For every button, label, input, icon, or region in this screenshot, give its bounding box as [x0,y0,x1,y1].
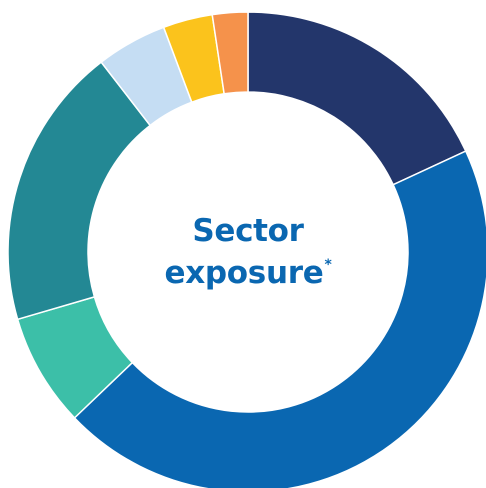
donut-slice-1 [247,11,467,186]
donut-slice-2 [73,150,486,488]
chart-title-line-2: exposure* [148,252,348,300]
chart-title-line-2-text: exposure [164,255,324,291]
donut-slices [7,11,486,488]
chart-title-line-1: Sector [192,213,304,249]
donut-slice-4 [7,61,152,321]
footnote-asterisk: * [324,257,332,273]
donut-slice-7 [211,11,249,95]
chart-title: Sector exposure* [148,210,348,300]
